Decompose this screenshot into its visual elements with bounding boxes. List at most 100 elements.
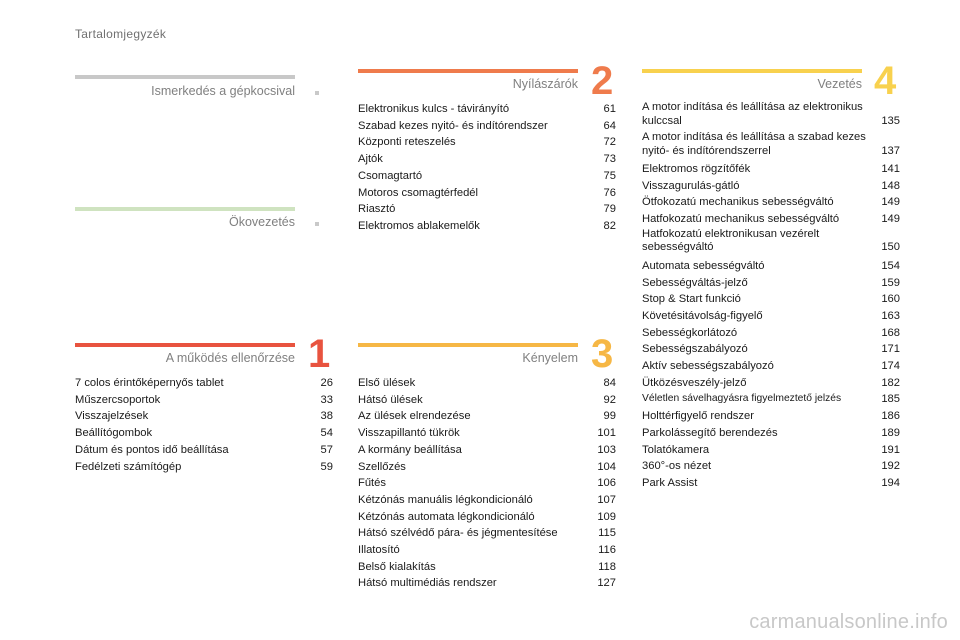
toc-entry[interactable]: Tolatókamera 191 — [642, 442, 900, 459]
toc-entry[interactable]: Műszercsoportok 33 — [75, 392, 333, 409]
section-4-bar — [642, 69, 862, 73]
toc-entry[interactable]: Riasztó 79 — [358, 201, 616, 218]
toc-entry-title: A motor indítása és leállítása a szabad … — [642, 131, 866, 157]
toc-entry-page: 118 — [598, 560, 616, 573]
toc-entry[interactable]: Sebességkorlátozó 168 — [642, 325, 900, 342]
toc-entry[interactable]: Véletlen sávelhagyásra figyelmeztető jel… — [642, 391, 900, 408]
toc-entry-title: Aktív sebességszabályozó — [642, 360, 774, 373]
toc-entry[interactable]: Központi reteszelés 72 — [358, 134, 616, 151]
toc-entry-page: 185 — [881, 393, 900, 406]
toc-entry[interactable]: A motor indítása és leállítása a szabad … — [642, 131, 900, 158]
toc-entry[interactable]: Holttérfigyelő rendszer 186 — [642, 408, 900, 425]
section-1-bar — [75, 343, 295, 347]
toc-entry[interactable]: Dátum és pontos idő beállítása 57 — [75, 442, 333, 459]
toc-entry[interactable]: Követésitávolság-figyelő 163 — [642, 308, 900, 325]
toc-entry[interactable]: 7 colos érintőképernyős tablet 26 — [75, 375, 333, 392]
toc-entry[interactable]: Első ülések 84 — [358, 375, 616, 392]
toc-entry[interactable]: Elektromos rögzítőfék 141 — [642, 161, 900, 178]
toc-entry[interactable]: Hatfokozatú mechanikus sebességváltó 149 — [642, 211, 900, 228]
section-1-toc: 7 colos érintőképernyős tablet 26 Műszercs… — [75, 375, 333, 475]
toc-entry-page: 135 — [881, 114, 900, 127]
toc-entry-page: 73 — [603, 153, 616, 166]
toc-entry[interactable]: Sebességszabályozó 171 — [642, 341, 900, 358]
toc-entry[interactable]: Fűtés 106 — [358, 475, 616, 492]
toc-entry[interactable]: A motor indítása és leállítása az elektr… — [642, 101, 900, 128]
toc-entry-page: 174 — [881, 360, 900, 373]
toc-entry[interactable]: Ütközésveszély-jelző 182 — [642, 375, 900, 392]
toc-entry[interactable]: Hátsó ülések 92 — [358, 392, 616, 409]
toc-entry[interactable]: Parkolássegítő berendezés 189 — [642, 425, 900, 442]
section-1-title[interactable]: A működés ellenőrzése — [165, 351, 295, 365]
toc-entry-page: 192 — [881, 460, 900, 473]
toc-entry-page: 127 — [597, 577, 616, 590]
toc-entry-page: 194 — [881, 476, 900, 489]
toc-entry-page: 148 — [881, 179, 900, 192]
section-2-title[interactable]: Nyílászárók — [512, 77, 578, 91]
section-0-title[interactable]: Ismerkedés a gépkocsival — [151, 84, 295, 98]
toc-entry[interactable]: Kétzónás manuális légkondicionáló 107 — [358, 492, 616, 509]
toc-entry-page: 116 — [598, 544, 616, 557]
toc-entry-page: 137 — [881, 144, 900, 157]
toc-entry-page: 141 — [881, 163, 900, 175]
toc-entry-page: 101 — [597, 427, 616, 440]
section-4-title[interactable]: Vezetés — [817, 77, 862, 91]
toc-entry[interactable]: A kormány beállítása 103 — [358, 442, 616, 459]
toc-entry-title: Illatosító — [358, 544, 400, 557]
toc-entry[interactable]: Sebességváltás-jelző 159 — [642, 275, 900, 292]
toc-entry-page: 33 — [320, 393, 333, 406]
toc-entry-title: Ütközésveszély-jelző — [642, 376, 747, 389]
toc-entry[interactable]: Elektromos ablakemelők 82 — [358, 218, 616, 235]
section-2-bar — [358, 69, 578, 73]
section-1-number: 1 — [308, 332, 331, 376]
toc-entry-title: Csomagtartó — [358, 169, 423, 182]
toc-entry[interactable]: Ajtók 73 — [358, 151, 616, 168]
toc-entry[interactable]: Visszapillantó tükrök 101 — [358, 425, 616, 442]
toc-entry[interactable]: Stop & Start funkció 160 — [642, 291, 900, 308]
toc-entry[interactable]: Ötfokozatú mechanikus sebességváltó 149 — [642, 194, 900, 211]
toc-entry-title: Sebességváltás-jelző — [642, 276, 748, 289]
toc-entry[interactable]: Aktív sebességszabályozó 174 — [642, 358, 900, 375]
toc-entry-page: 61 — [603, 103, 616, 115]
toc-entry-page: 57 — [320, 443, 333, 456]
toc-entry-title: Motoros csomagtérfedél — [358, 186, 479, 199]
toc-entry[interactable]: 360°-os nézet 192 — [642, 458, 900, 475]
toc-entry-page: 186 — [881, 410, 900, 423]
toc-entry[interactable]: Illatosító 116 — [358, 542, 616, 559]
toc-entry[interactable]: Belső kialakítás 118 — [358, 559, 616, 576]
toc-entry-title: Szellőzés — [358, 460, 406, 473]
toc-entry-title: Követésitávolság-figyelő — [642, 309, 763, 322]
toc-entry-page: 149 — [881, 213, 900, 226]
toc-entry-title: Automata sebességváltó — [642, 259, 765, 272]
toc-entry[interactable]: Visszagurulás-gátló 148 — [642, 178, 900, 195]
toc-entry[interactable]: Hátsó szélvédő pára- és jégmentesítése 11… — [358, 525, 616, 542]
eco-section-title[interactable]: Ökovezetés — [228, 215, 295, 229]
page-title: Tartalomjegyzék — [75, 27, 167, 41]
toc-entry[interactable]: Park Assist 194 — [642, 475, 900, 492]
toc-entry[interactable]: Fedélzeti számítógép 59 — [75, 459, 333, 476]
toc-entry-title: Sebességkorlátozó — [642, 326, 738, 339]
toc-entry-page: 64 — [603, 119, 616, 132]
toc-entry-title: Belső kialakítás — [358, 560, 436, 573]
toc-entry-page: 59 — [320, 460, 333, 473]
toc-entry-page: 109 — [597, 510, 616, 523]
toc-entry[interactable]: Csomagtartó 75 — [358, 168, 616, 185]
toc-entry-page: 75 — [603, 169, 616, 182]
section-3-title[interactable]: Kényelem — [522, 351, 578, 365]
toc-entry-page: 150 — [881, 241, 900, 254]
toc-entry[interactable]: Beállítógombok 54 — [75, 425, 333, 442]
toc-entry-title: 360°-os nézet — [642, 460, 712, 473]
toc-entry[interactable]: Szabad kezes nyitó- és indítórendszer 64 — [358, 118, 616, 135]
toc-entry-page: 103 — [597, 443, 616, 456]
toc-entry[interactable]: Hátsó multimédiás rendszer 127 — [358, 575, 616, 592]
toc-entry-title: Hátsó multimédiás rendszer — [358, 577, 497, 590]
toc-entry[interactable]: Visszajelzések 38 — [75, 408, 333, 425]
toc-entry[interactable]: Elektronikus kulcs - távirányító 61 — [358, 101, 616, 118]
toc-entry[interactable]: Hatfokozatú elektronikusan vezérelt sebe… — [642, 228, 900, 255]
toc-entry[interactable]: Automata sebességváltó 154 — [642, 258, 900, 275]
toc-entry[interactable]: Az ülések elrendezése 99 — [358, 408, 616, 425]
toc-entry[interactable]: Szellőzés 104 — [358, 459, 616, 476]
toc-entry-title: Visszajelzések — [75, 410, 149, 423]
toc-entry[interactable]: Motoros csomagtérfedél 76 — [358, 185, 616, 202]
toc-entry-title: Kétzónás manuális légkondicionáló — [358, 493, 533, 506]
toc-entry[interactable]: Kétzónás automata légkondicionáló 109 — [358, 509, 616, 526]
